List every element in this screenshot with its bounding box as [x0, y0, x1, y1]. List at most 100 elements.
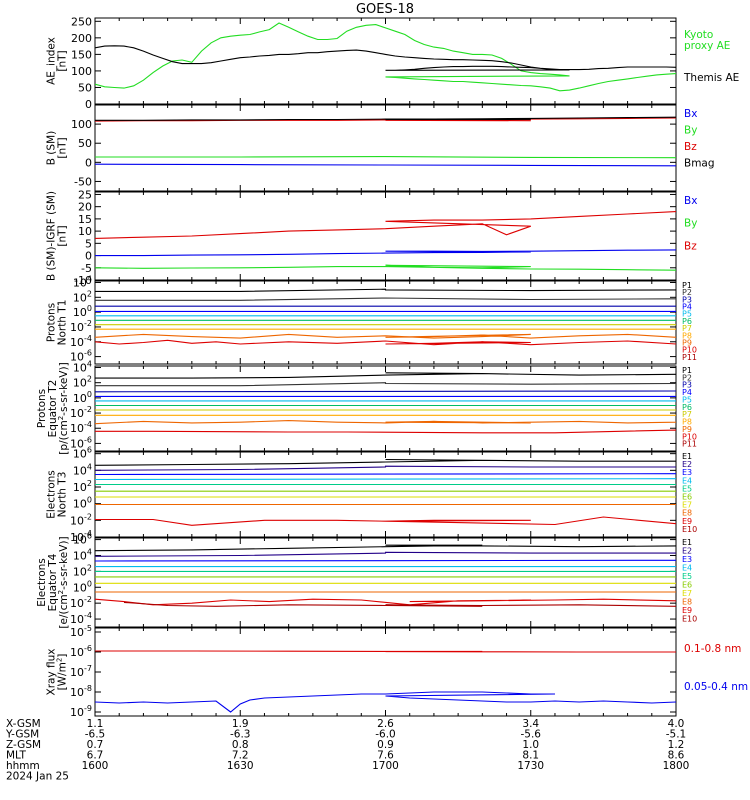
x-tick-label: -6.0: [375, 729, 396, 741]
legend-entry: By: [684, 125, 697, 137]
y-tick-label: 102: [73, 479, 92, 494]
legend-entry: E1: [682, 452, 692, 461]
legend-entry: P3: [682, 295, 692, 304]
legend-entry: P10: [682, 346, 697, 355]
legend-entry: P1: [682, 366, 692, 375]
legend-entry: E7: [682, 589, 692, 598]
legend-entry: P6: [682, 317, 692, 326]
y-tick-label: 100: [71, 118, 92, 131]
series-line-e9: [95, 516, 676, 526]
y-tick-label: 20: [78, 201, 92, 214]
y-axis-label: Protons: [46, 303, 58, 342]
y-tick-label: 10-4: [70, 334, 92, 349]
x-tick-label: 1730: [517, 760, 544, 772]
y-axis-label: Electrons: [36, 558, 48, 607]
series-line-0-1-0-8-nm: [95, 650, 676, 653]
legend-entry: E9: [682, 606, 692, 615]
series-line-e4: [95, 478, 676, 481]
legend-entry: Bz: [684, 141, 697, 153]
y-axis-label: Equator T2: [47, 380, 59, 438]
series-line-by: [95, 264, 676, 271]
legend-entry: E5: [682, 572, 692, 581]
legend-entry: E2: [682, 547, 692, 556]
y-axis-label: North T3: [57, 472, 69, 518]
series-line-p3: [95, 390, 676, 393]
y-tick-label: 10-2: [70, 319, 92, 334]
legend-entry: E10: [682, 525, 697, 534]
y-tick-label: 50: [78, 81, 92, 94]
y-tick-label: 10-4: [70, 529, 92, 544]
x-tick-label: 1700: [372, 760, 399, 772]
legend-entry: Bx: [684, 108, 697, 120]
series-line-e2: [95, 465, 676, 471]
x-tick-label: 1.0: [522, 739, 539, 751]
legend-entry: E2: [682, 460, 692, 469]
y-axis-label: [nT]: [57, 225, 69, 246]
series-line-0-05-0-4-nm: [95, 691, 676, 713]
x-tick-label: 0.8: [232, 739, 249, 751]
legend-entry: P5: [682, 395, 692, 404]
series-line-bz: [95, 204, 676, 239]
y-axis-label: [p/(cm2-s-sr-keV)]: [57, 362, 70, 454]
y-tick-label: 0: [85, 156, 92, 169]
legend-entry: E10: [682, 615, 697, 624]
series-line-bx: [95, 248, 676, 257]
legend-entry: E9: [682, 517, 692, 526]
x-tick-label: 7.2: [232, 750, 249, 762]
series-line-by: [95, 156, 676, 159]
legend-entry: Kyoto: [684, 29, 713, 41]
y-tick-label: 10-7: [70, 664, 92, 679]
x-row-label: MLT: [6, 750, 26, 762]
y-axis-label: [nT]: [57, 137, 69, 158]
y-tick-label: 0: [85, 250, 92, 263]
series-line-e10: [123, 601, 676, 607]
legend-entry: P5: [682, 310, 692, 319]
y-tick-label: 104: [73, 274, 92, 289]
panel-frame: [94, 280, 677, 365]
x-row-label: Y-GSM: [5, 729, 39, 741]
legend-entry: P11: [682, 440, 697, 449]
y-tick-label: 5: [85, 237, 92, 250]
legend-entry: E1: [682, 538, 692, 547]
series-line-p1: [95, 288, 676, 292]
panel-frame: [94, 17, 677, 105]
y-tick-label: 50: [78, 137, 92, 150]
date-label: 2024 Jan 25: [6, 771, 69, 783]
series-line-e1: [95, 458, 676, 466]
legend-entry: 0.05-0.4 nm: [684, 681, 748, 693]
y-tick-label: 100: [73, 390, 92, 405]
x-tick-label: -6.5: [85, 729, 106, 741]
x-tick-label: -5.1: [666, 729, 687, 741]
legend-entry: P9: [682, 425, 692, 434]
series-line-themis-ae: [95, 45, 676, 71]
y-tick-label: 10-2: [70, 595, 92, 610]
y-tick-label: 10-6: [70, 435, 92, 450]
legend-entry: P6: [682, 403, 692, 412]
y-axis-label: [e/(cm2-s-sr-keV)]: [57, 536, 70, 628]
legend-entry: P1: [682, 281, 692, 290]
panel-frame: [94, 537, 677, 628]
y-axis-label: B (SM): [46, 131, 58, 165]
y-axis-label: Equator T4: [47, 553, 59, 611]
series-line-p10: [95, 429, 676, 434]
y-tick-label: -50: [74, 175, 92, 188]
legend-entry: Bmag: [684, 158, 715, 170]
y-tick-label: 10-2: [70, 512, 92, 527]
legend-entry: P7: [682, 324, 692, 333]
y-axis-label: B (SM)-IGRF (SM): [46, 191, 58, 281]
y-tick-label: 100: [73, 304, 92, 319]
legend-entry: Bz: [684, 240, 697, 252]
series-line-e3: [95, 559, 676, 562]
x-tick-label: -5.6: [521, 729, 542, 741]
y-tick-label: 10-6: [70, 644, 92, 659]
y-tick-label: -10: [74, 274, 92, 287]
y-tick-label: 15: [78, 213, 92, 226]
y-tick-label: 10-2: [70, 405, 92, 420]
legend-entry: E3: [682, 555, 692, 564]
series-line-p2: [95, 382, 676, 387]
y-tick-label: 104: [73, 462, 92, 477]
y-axis-label: [W/m2]: [56, 654, 69, 691]
panel-xray: 10-5 10-6 10-7 10-8 10-9 Xray flux [W/m2] 0.1-0…: [46, 624, 749, 719]
